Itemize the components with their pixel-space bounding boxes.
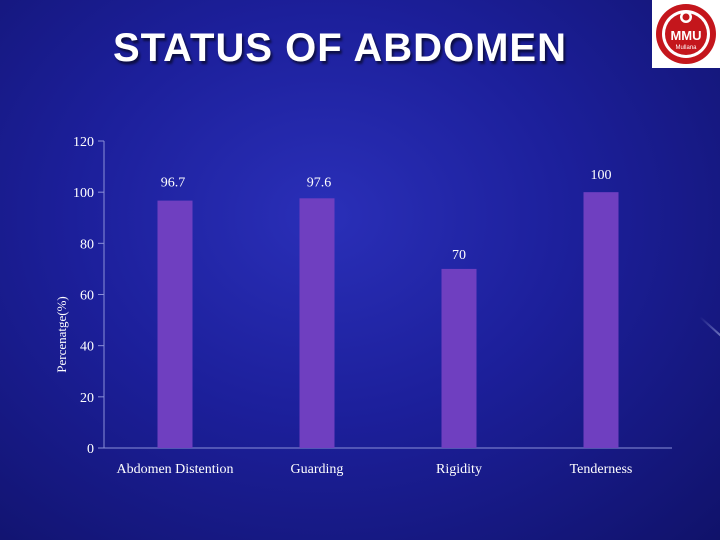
bar-data-label: 100 <box>591 168 612 183</box>
y-tick-label: 120 <box>73 135 94 150</box>
bar-data-label: 70 <box>452 248 466 263</box>
university-logo: MMU Mullana <box>652 0 720 68</box>
chart-bars <box>157 192 619 448</box>
logo-text: MMU <box>670 28 701 43</box>
y-tick-label: 20 <box>80 391 94 406</box>
x-category-label: Guarding <box>291 462 344 477</box>
bar <box>157 200 193 448</box>
bar-data-label: 97.6 <box>307 175 332 190</box>
x-category-label: Rigidity <box>436 462 482 477</box>
x-category-label: Abdomen Distention <box>116 462 233 477</box>
bar <box>441 268 477 448</box>
y-tick-label: 60 <box>80 289 94 304</box>
chart-axes: 0 20 40 60 80 100 120 <box>73 135 672 457</box>
chart-labels: Abdomen Distention Guarding Rigidity Tender… <box>116 168 632 477</box>
slide-title: STATUS OF ABDOMEN <box>112 26 567 70</box>
bar <box>299 198 335 448</box>
logo-subtext: Mullana <box>675 45 697 51</box>
logo-emblem-icon: MMU Mullana <box>656 4 716 64</box>
x-category-label: Tenderness <box>570 462 633 477</box>
y-tick-label: 40 <box>80 340 94 355</box>
bar <box>583 192 619 448</box>
bar-data-label: 96.7 <box>161 176 186 191</box>
y-tick-label: 0 <box>87 442 94 457</box>
y-tick-label: 80 <box>80 237 94 252</box>
y-axis-label: Percenatge(%) <box>54 296 69 373</box>
y-tick-label: 100 <box>73 186 94 201</box>
